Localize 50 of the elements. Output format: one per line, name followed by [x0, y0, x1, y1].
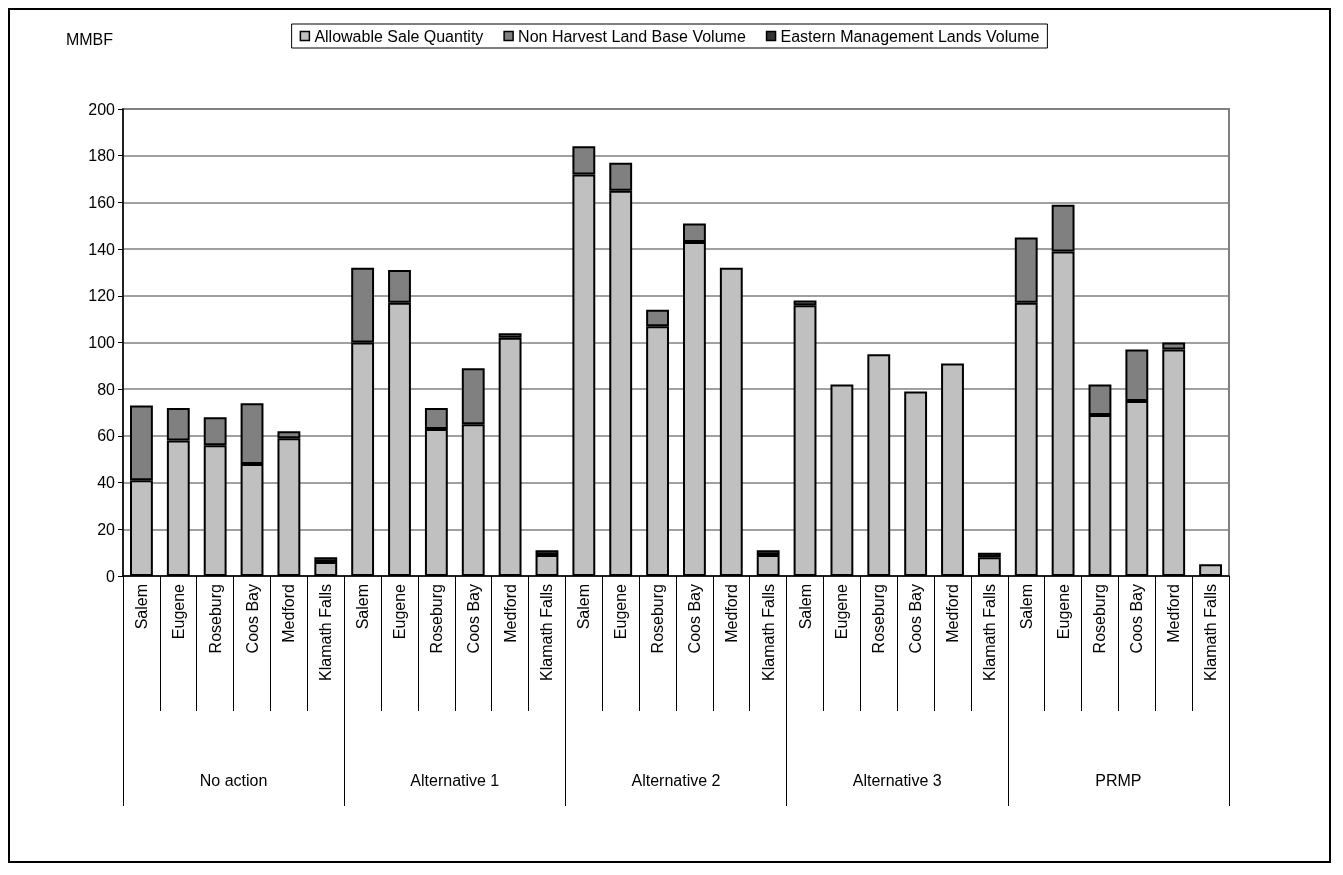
y-tick-label: 100 — [88, 334, 116, 351]
y-tick-label: 40 — [97, 474, 116, 492]
x-tick-label: Salem — [796, 584, 814, 630]
y-tick-label: 0 — [106, 567, 116, 585]
x-tick-label: Roseburg — [1091, 584, 1109, 654]
x-tick-label: Medford — [1165, 584, 1183, 643]
y-tick-label: 160 — [88, 193, 116, 211]
text: PRMP — [1095, 771, 1142, 789]
text: Alternative 1 — [410, 771, 500, 789]
y-axis-title: MMBF — [65, 30, 114, 48]
x-tick-label: Medford — [722, 584, 740, 643]
x-tick-label: Salem — [132, 584, 150, 630]
x-tick-label: Eugene — [391, 583, 408, 640]
legend-label: Non Harvest Land Base Volume — [518, 27, 746, 45]
legend-label: Allowable Sale Quantity — [314, 27, 484, 45]
y-tick-label: 140 — [88, 240, 116, 258]
x-tick-label: Coos Bay — [685, 584, 703, 654]
x-tick-label: Coos Bay — [907, 584, 925, 654]
x-tick-label: Roseburg — [870, 584, 888, 654]
x-tick-label: Medford — [944, 584, 961, 643]
x-tick-label: Medford — [501, 584, 519, 643]
x-tick-label: Eugene — [1054, 583, 1072, 640]
text: Alternative 2 — [631, 771, 721, 789]
x-tick-label: Salem — [354, 584, 372, 630]
x-tick-label: Klamath Falls — [1202, 584, 1220, 681]
x-tick-label: Medford — [280, 584, 298, 643]
x-tick-label: Coos Bay — [243, 584, 261, 654]
y-tick-label: 80 — [97, 380, 116, 398]
x-tick-label: Roseburg — [427, 584, 445, 654]
y-tick-label: 60 — [97, 427, 116, 445]
legend-label: Eastern Management Lands Volume — [780, 27, 1040, 45]
text: No action — [199, 771, 268, 789]
x-tick-label: Salem — [575, 584, 593, 630]
x-tick-label: Coos Bay — [464, 584, 482, 654]
x-tick-label: Eugene — [833, 583, 851, 640]
y-tick-label: 20 — [97, 520, 116, 538]
x-tick-label: Eugene — [612, 583, 630, 640]
x-tick-label: Eugene — [169, 583, 187, 640]
x-tick-label: Roseburg — [649, 584, 667, 654]
x-tick-label: Roseburg — [206, 584, 224, 654]
y-tick-label: 180 — [88, 147, 116, 165]
x-tick-label: Klamath Falls — [317, 584, 335, 681]
y-tick-label: 120 — [88, 287, 116, 305]
x-tick-label: Klamath Falls — [980, 584, 998, 681]
text: Alternative 3 — [852, 771, 942, 789]
x-tick-label: Klamath Falls — [759, 584, 777, 681]
x-tick-label: Klamath Falls — [538, 584, 556, 681]
x-tick-label: Coos Bay — [1128, 584, 1146, 654]
x-tick-label: Salem — [1017, 584, 1035, 630]
y-tick-label: 200 — [88, 100, 116, 118]
